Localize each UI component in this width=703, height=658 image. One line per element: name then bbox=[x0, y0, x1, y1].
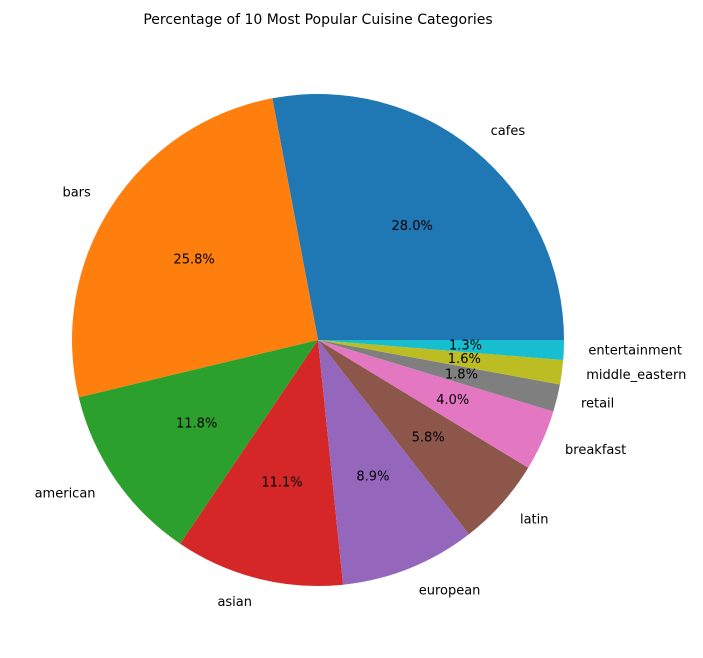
slice-label-asian: asian bbox=[217, 595, 252, 610]
pct-label-american: 11.8% bbox=[176, 417, 217, 432]
pct-label-bars: 25.8% bbox=[173, 252, 214, 267]
chart-title: Percentage of 10 Most Popular Cuisine Ca… bbox=[143, 12, 492, 28]
slice-label-entertainment: entertainment bbox=[588, 344, 682, 359]
pct-label-asian: 11.1% bbox=[261, 476, 302, 491]
pie-slice-middle-eastern bbox=[318, 340, 564, 385]
slice-label-bars: bars bbox=[62, 185, 91, 200]
pct-label-retail: 1.8% bbox=[445, 367, 478, 382]
pie-slice-retail bbox=[318, 340, 560, 412]
pct-label-breakfast: 4.0% bbox=[436, 393, 469, 408]
slice-labels: cafes bars american asian european latin break… bbox=[35, 124, 687, 610]
pie-slice-american bbox=[78, 340, 319, 544]
slice-label-american: american bbox=[35, 487, 96, 502]
pct-label-cafes: 28.0% bbox=[392, 219, 433, 234]
pct-label-latin: 5.8% bbox=[412, 431, 445, 446]
pie-slice-asian bbox=[180, 340, 344, 587]
slice-label-middle-eastern: middle_eastern bbox=[586, 368, 686, 383]
pie-slice-entertainment bbox=[318, 340, 564, 361]
slice-label-retail: retail bbox=[581, 396, 614, 411]
pct-label-middle-eastern: 1.6% bbox=[448, 352, 481, 367]
pie-slice-latin bbox=[318, 340, 529, 535]
pct-label-european: 8.9% bbox=[356, 469, 389, 484]
pct-label-entertainment: 1.3% bbox=[449, 339, 482, 354]
slice-label-latin: latin bbox=[520, 513, 549, 528]
pie-slice-cafes bbox=[272, 93, 564, 340]
pie-slice-european bbox=[318, 340, 469, 585]
pie-slice-breakfast bbox=[318, 340, 554, 468]
slice-label-cafes: cafes bbox=[491, 124, 526, 139]
slice-label-breakfast: breakfast bbox=[565, 443, 626, 458]
pie-slices bbox=[71, 93, 564, 587]
percentage-labels: 28.0% 25.8% 11.8% 11.1% 8.9% 5.8% 4.0% 1.8%1.6%… bbox=[173, 219, 482, 491]
slice-label-european: european bbox=[419, 584, 481, 599]
pie-slice-bars bbox=[71, 98, 319, 398]
